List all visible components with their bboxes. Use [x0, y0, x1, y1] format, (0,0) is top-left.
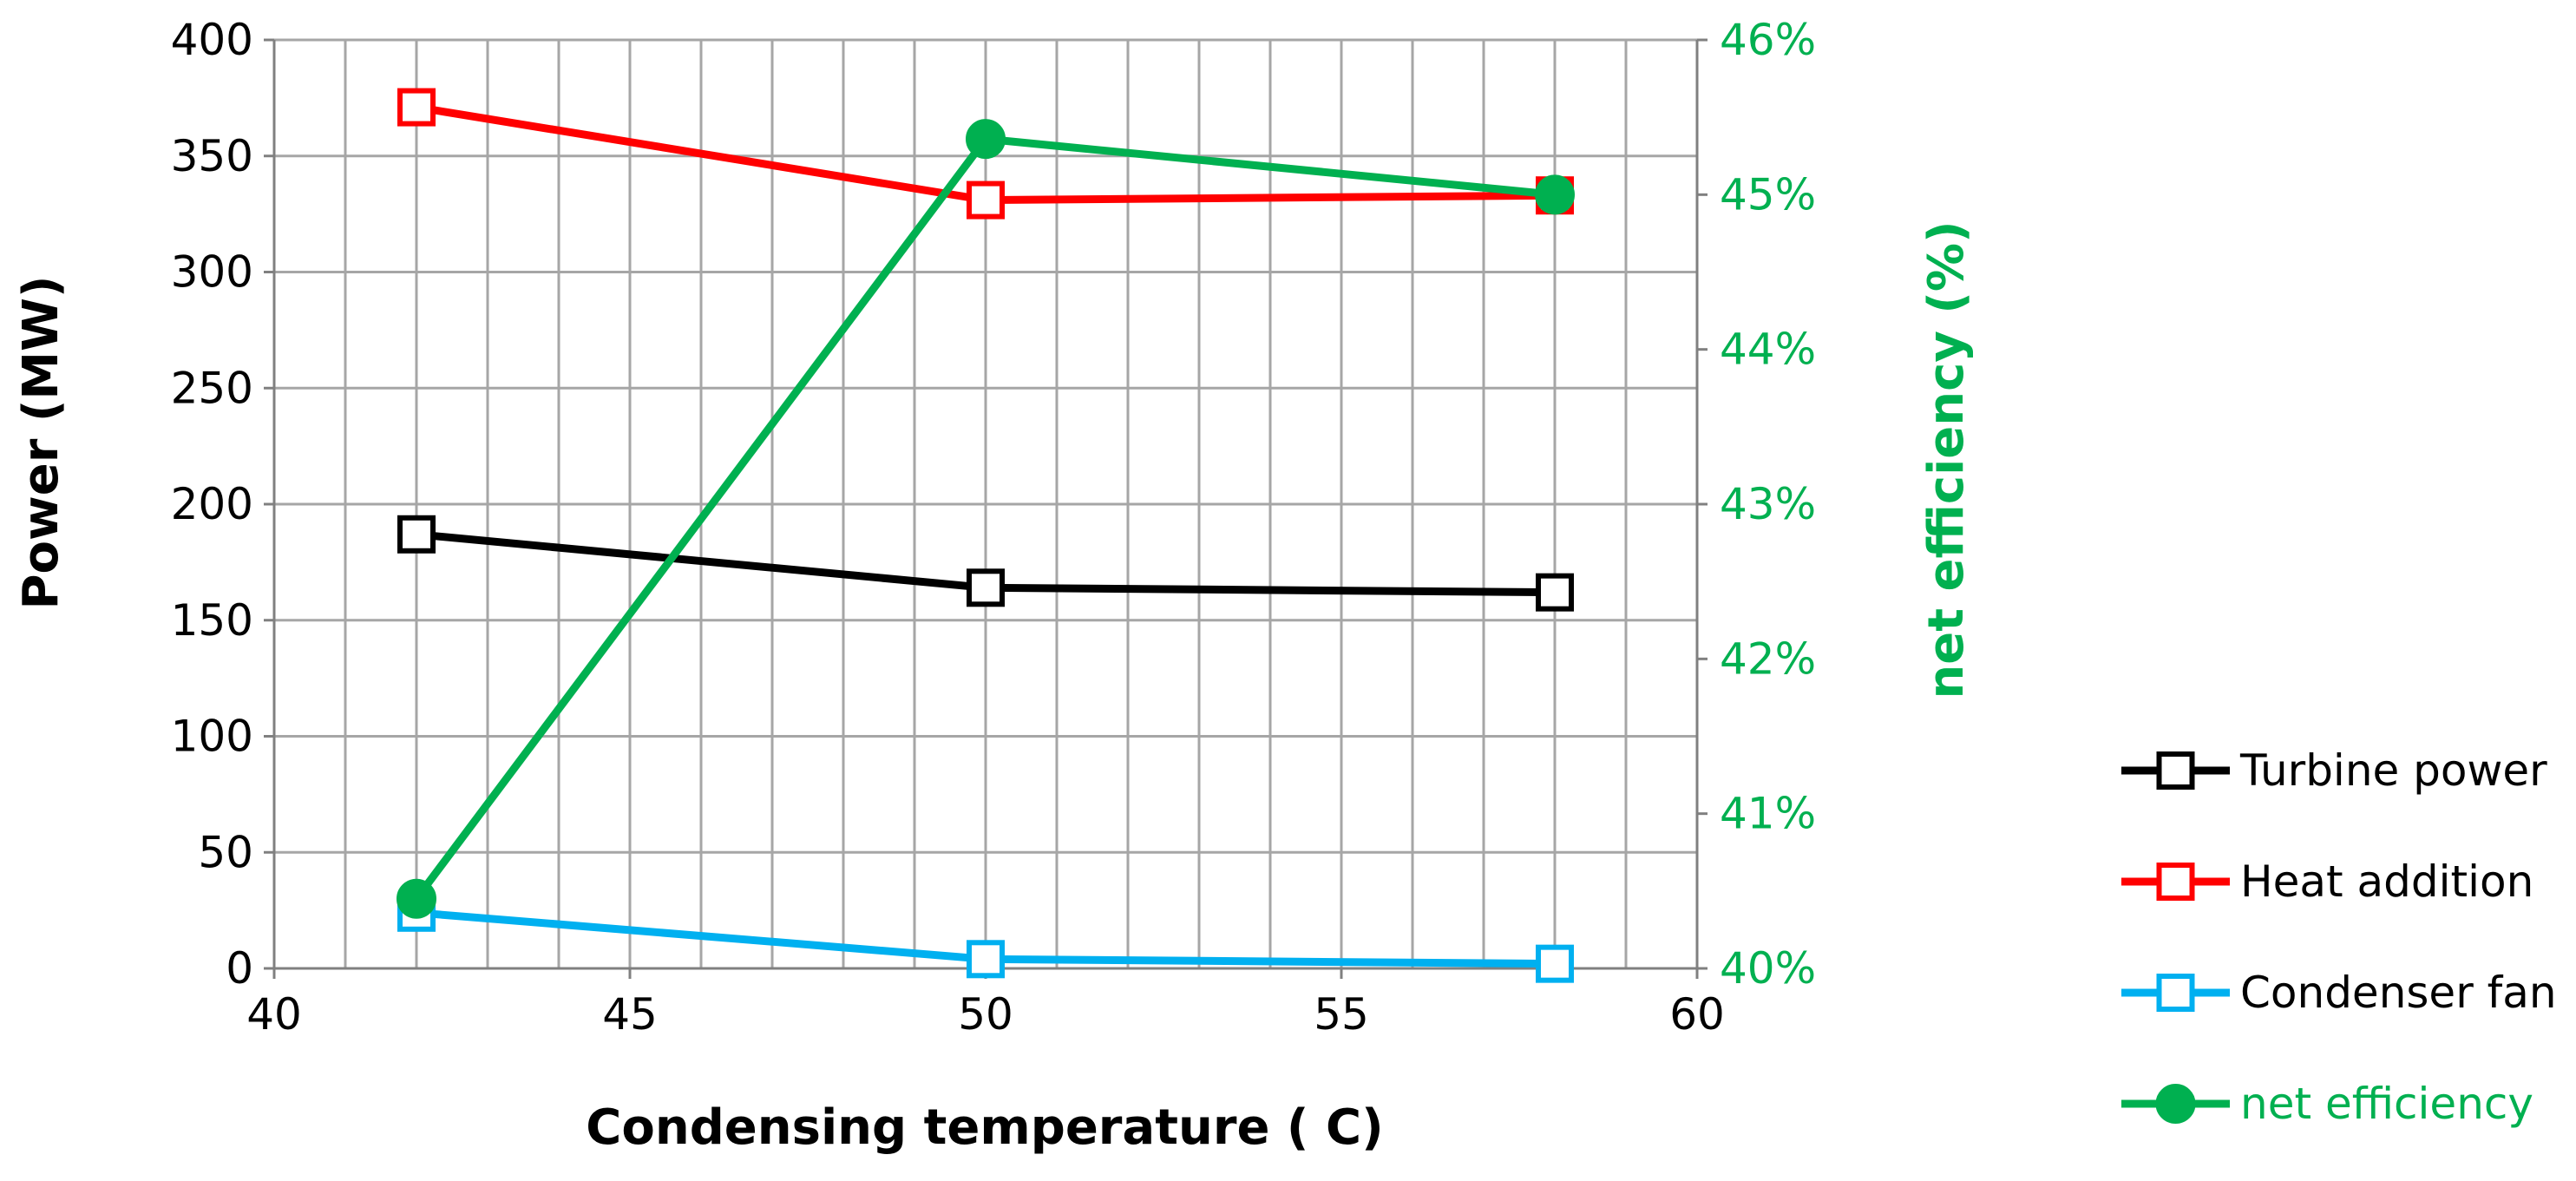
x-tick-label: 40	[246, 989, 302, 1040]
legend-label: net efficiency	[2240, 1079, 2533, 1129]
x-tick-label: 50	[958, 989, 1013, 1040]
x-tick-label: 55	[1314, 989, 1369, 1040]
secondary-y-axis-title: net efficiency (%)	[1918, 220, 1975, 699]
legend-label: Condenser fan	[2240, 968, 2557, 1018]
secondary-y-tick-label: 44%	[1720, 325, 1816, 375]
turbine-power-point	[397, 515, 436, 554]
condenser-fan-point	[967, 940, 1005, 979]
secondary-y-tick-label: 40%	[1720, 943, 1816, 994]
legend-entry-turbine-power: Turbine power	[2121, 745, 2547, 796]
y-tick-label: 350	[171, 131, 253, 181]
net-efficiency-point	[1535, 174, 1575, 215]
net-efficiency-series	[397, 119, 1575, 919]
legend-label: Heat addition	[2240, 856, 2533, 907]
x-tick-label: 45	[602, 989, 658, 1040]
secondary-y-tick-label: 45%	[1720, 169, 1816, 220]
legend-label: Turbine power	[2239, 745, 2547, 796]
y-tick-label: 150	[171, 595, 253, 646]
turbine-power-point	[1536, 573, 1574, 612]
legend-swatch-marker	[2156, 974, 2195, 1012]
heat-addition-point	[967, 180, 1005, 220]
legend: Turbine power Heat addition Condenser fan n…	[2121, 745, 2557, 1129]
x-axis-title: Condensing temperature ( C)	[586, 1099, 1383, 1156]
legend-swatch-marker	[2155, 1084, 2196, 1124]
y-axis-title: Power (MW)	[13, 275, 69, 609]
gridlines	[272, 38, 1699, 970]
legend-entry-heat-addition: Heat addition	[2121, 856, 2533, 907]
heat-addition-point	[397, 88, 436, 127]
secondary-y-tick-label: 43%	[1720, 479, 1816, 529]
secondary-y-tick-label: 41%	[1720, 789, 1816, 839]
net-efficiency-point	[966, 119, 1006, 160]
condenser-fan-point	[1536, 944, 1574, 983]
y-tick-label: 250	[171, 363, 253, 413]
y-tick-label: 200	[171, 479, 253, 529]
series-layer	[397, 88, 1575, 983]
secondary-y-tick-label: 42%	[1720, 633, 1816, 684]
tick-labels: 0 50 100 150 200 250 300 350 400 40% 41% 42% 43% 44% 4…	[171, 15, 1817, 1040]
net-efficiency-point	[397, 878, 436, 919]
y-tick-label: 50	[198, 827, 253, 877]
y-tick-label: 300	[171, 247, 253, 298]
secondary-y-tick-label: 46%	[1720, 15, 1816, 65]
y-tick-label: 0	[226, 943, 253, 994]
legend-swatch-marker	[2156, 751, 2195, 790]
legend-entry-condenser-fan: Condenser fan	[2121, 968, 2557, 1018]
legend-swatch-marker	[2156, 863, 2195, 901]
x-tick-label: 60	[1669, 989, 1725, 1040]
legend-entry-net-efficiency: net efficiency	[2121, 1079, 2533, 1129]
turbine-power-series	[397, 515, 1574, 612]
y-tick-label: 400	[171, 15, 253, 65]
turbine-power-point	[967, 568, 1005, 607]
y-tick-label: 100	[171, 712, 253, 762]
